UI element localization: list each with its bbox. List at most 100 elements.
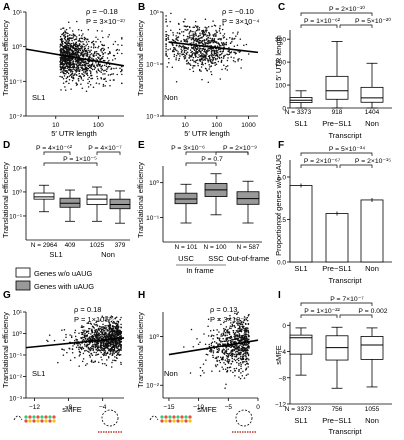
data-point bbox=[89, 71, 92, 73]
data-point bbox=[196, 51, 199, 53]
data-point bbox=[75, 63, 78, 65]
data-point bbox=[248, 347, 250, 349]
n-label-c-sl1: N = 3373 bbox=[285, 109, 312, 116]
data-point bbox=[117, 339, 120, 341]
data-point bbox=[211, 37, 214, 40]
data-point bbox=[78, 351, 81, 353]
data-point bbox=[215, 365, 217, 368]
data-point bbox=[109, 348, 112, 350]
data-point bbox=[207, 81, 210, 83]
data-point bbox=[66, 46, 69, 48]
data-point bbox=[184, 18, 186, 20]
data-point bbox=[197, 64, 199, 67]
data-point bbox=[96, 65, 99, 67]
data-point bbox=[87, 339, 90, 341]
data-point bbox=[112, 359, 114, 361]
data-point bbox=[64, 41, 67, 44]
data-point bbox=[80, 53, 82, 56]
data-point bbox=[79, 61, 81, 63]
data-point bbox=[89, 53, 92, 56]
data-point bbox=[165, 15, 167, 17]
data-point bbox=[185, 40, 187, 43]
data-point bbox=[243, 44, 245, 46]
data-point bbox=[175, 57, 177, 59]
data-point bbox=[116, 52, 119, 54]
data-point bbox=[192, 70, 195, 73]
data-point bbox=[105, 353, 108, 355]
data-point bbox=[94, 51, 96, 53]
cat-i-non: Non bbox=[365, 416, 379, 425]
data-point bbox=[210, 52, 213, 55]
data-point bbox=[198, 54, 200, 56]
data-point bbox=[71, 70, 74, 73]
data-point bbox=[74, 329, 77, 332]
x-tick-label-a-1: 100 bbox=[93, 122, 104, 129]
data-point bbox=[174, 40, 176, 43]
data-point bbox=[237, 319, 239, 321]
data-point bbox=[200, 52, 202, 55]
data-point bbox=[87, 86, 90, 88]
comparison-bracket-d-2 bbox=[43, 162, 98, 166]
data-point bbox=[184, 54, 186, 57]
data-point bbox=[219, 361, 222, 364]
data-point bbox=[109, 79, 111, 82]
base bbox=[24, 419, 28, 423]
data-point bbox=[66, 32, 68, 34]
data-point bbox=[69, 52, 71, 54]
data-point bbox=[199, 341, 201, 344]
data-point bbox=[215, 53, 217, 55]
data-point bbox=[246, 362, 249, 365]
data-point bbox=[245, 354, 247, 356]
rna-hairpin-g-right bbox=[98, 409, 122, 433]
data-point bbox=[85, 334, 88, 337]
data-point bbox=[238, 364, 240, 366]
data-point bbox=[62, 40, 64, 42]
data-point bbox=[109, 316, 112, 319]
data-point bbox=[76, 64, 78, 67]
data-point bbox=[64, 45, 66, 47]
data-point bbox=[223, 55, 225, 57]
data-point bbox=[202, 363, 205, 365]
data-point bbox=[189, 59, 192, 61]
data-point bbox=[216, 350, 219, 353]
data-point bbox=[114, 40, 117, 43]
data-point bbox=[91, 354, 94, 357]
data-point bbox=[121, 36, 123, 39]
data-point bbox=[103, 352, 105, 355]
data-point bbox=[215, 41, 218, 43]
data-point bbox=[239, 38, 242, 40]
data-point bbox=[103, 48, 106, 50]
data-point bbox=[240, 349, 243, 352]
data-point bbox=[223, 330, 225, 333]
data-point bbox=[92, 40, 95, 43]
data-point bbox=[69, 42, 71, 45]
data-point bbox=[113, 67, 115, 70]
data-point bbox=[114, 328, 117, 330]
data-point bbox=[95, 328, 98, 331]
data-point bbox=[80, 29, 83, 32]
data-point bbox=[220, 38, 222, 40]
data-point bbox=[69, 68, 71, 71]
data-point bbox=[89, 69, 91, 72]
data-point bbox=[98, 53, 100, 56]
data-point bbox=[87, 45, 90, 48]
data-point bbox=[237, 335, 240, 337]
data-point bbox=[220, 323, 222, 326]
data-point bbox=[71, 30, 74, 32]
stat-f-1: P = 5×10⁻³⁴ bbox=[329, 146, 365, 153]
data-point bbox=[217, 355, 220, 358]
data-point bbox=[247, 323, 250, 325]
data-point bbox=[229, 370, 232, 372]
data-point bbox=[92, 86, 95, 88]
data-point bbox=[184, 28, 186, 31]
data-point bbox=[192, 30, 194, 33]
data-point bbox=[181, 53, 183, 55]
data-point bbox=[185, 46, 187, 49]
data-point bbox=[207, 335, 210, 337]
data-point bbox=[102, 78, 105, 80]
data-point bbox=[194, 24, 197, 27]
data-point bbox=[240, 363, 242, 366]
data-point bbox=[67, 37, 70, 39]
data-point bbox=[186, 29, 188, 31]
data-point bbox=[62, 77, 65, 80]
